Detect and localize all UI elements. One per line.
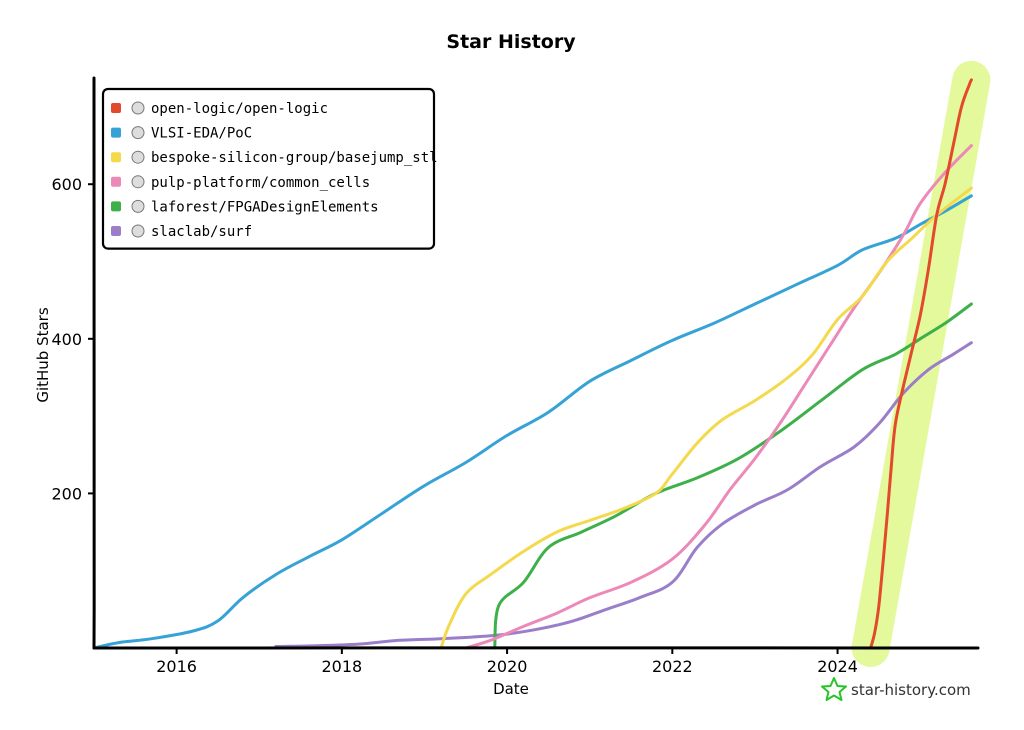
legend-label: VLSI-EDA/PoC [151,126,252,142]
repo-avatar-icon [131,175,145,189]
y-tick-label: 400 [51,330,82,349]
y-axis-line [92,76,96,650]
legend-swatch [111,226,121,236]
legend-box [101,87,436,250]
series-line-3 [464,144,973,650]
repo-avatar-icon [131,101,145,115]
series-line-5 [274,341,973,648]
series-line-1 [92,194,973,650]
legend-swatch [111,201,121,212]
legend: open-logic/open-logic VLSI-EDA/PoC bespoke… [101,87,438,250]
y-axis-label: GitHub Stars [34,307,52,403]
legend-label: pulp-platform/common_cells [151,175,370,191]
tick-layer: 2016 2018 2020 2022 2024 200 400 600 [51,175,857,676]
credit-text: star-history.com [851,681,971,699]
legend-label: open-logic/open-logic [151,101,328,117]
legend-swatch [111,176,121,187]
repo-avatar-icon [131,150,145,164]
legend-swatch [111,152,121,163]
repo-avatar-icon [131,126,145,140]
x-tick-label: 2024 [817,657,858,676]
star-icon [821,677,847,701]
legend-swatch [111,103,121,113]
chart-title: Star History [446,31,576,53]
x-tick-label: 2020 [487,657,528,676]
repo-avatar-icon [131,199,145,213]
legend-swatch [111,127,121,138]
series-line-2 [439,186,973,650]
series-line-0 [869,78,973,650]
legend-label: bespoke-silicon-group/basejump_stl [151,150,438,166]
legend-label: laforest/FPGADesignElements [151,199,379,215]
x-tick-label: 2016 [156,657,197,676]
highlight-layer [851,60,991,667]
repo-avatar-icon [131,224,145,238]
x-tick-label: 2018 [321,657,362,676]
x-tick-label: 2022 [652,657,693,676]
highlight-band [851,60,991,667]
credit-link[interactable]: star-history.com [821,677,971,701]
axes-layer [92,76,980,650]
x-axis-label: Date [493,680,529,698]
series-line-4 [493,302,973,650]
series-layer [92,78,973,650]
x-axis-line [92,646,980,650]
y-tick-label: 600 [51,175,82,194]
y-tick-label: 200 [51,484,82,503]
legend-label: slaclab/surf [151,224,252,240]
